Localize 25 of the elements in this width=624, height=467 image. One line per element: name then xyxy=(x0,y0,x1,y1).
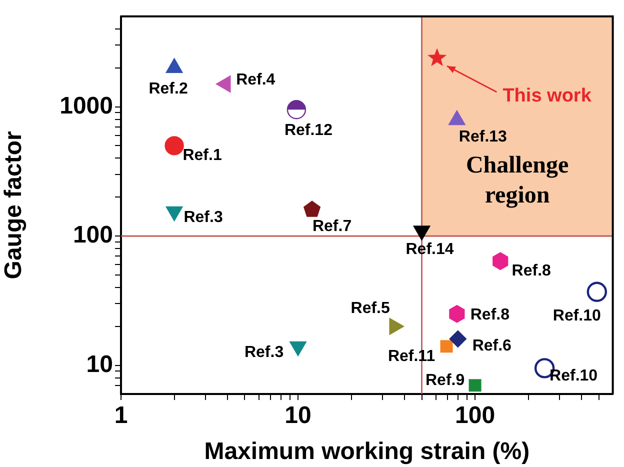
annotation: Ref.8 xyxy=(470,306,510,324)
x-tick-label: 100 xyxy=(455,402,496,430)
y-axis-title: Gauge factor xyxy=(0,131,28,280)
annotation: Ref.12 xyxy=(284,122,333,140)
annotation: Ref.9 xyxy=(425,372,465,389)
x-axis-title: Maximum working strain (%) xyxy=(204,438,530,466)
x-tick-label: 1 xyxy=(114,402,128,430)
annotation: Ref.6 xyxy=(472,337,512,354)
text: This work xyxy=(502,85,592,106)
annotation: Ref.7 xyxy=(312,218,352,236)
annotation: Ref.10 xyxy=(552,307,602,324)
band-label: Challenge region xyxy=(466,152,569,208)
annotation: Ref.8 xyxy=(512,262,552,280)
y-tick-label: 100 xyxy=(72,222,113,249)
y-tick-label: 1000 xyxy=(60,92,113,120)
x-tick-label: 10 xyxy=(284,402,312,430)
annotation: Ref.13 xyxy=(458,128,508,146)
y-tick-label: 10 xyxy=(86,350,113,378)
annotation: Ref.2 xyxy=(148,80,188,98)
annotation: Ref.10 xyxy=(550,368,598,385)
annotation: Ref.1 xyxy=(182,147,222,164)
annotation: Ref.3 xyxy=(244,344,284,361)
annotation: Ref.3 xyxy=(184,208,223,226)
annotation: Ref.5 xyxy=(350,300,390,317)
annotation: Ref.4 xyxy=(236,71,276,88)
